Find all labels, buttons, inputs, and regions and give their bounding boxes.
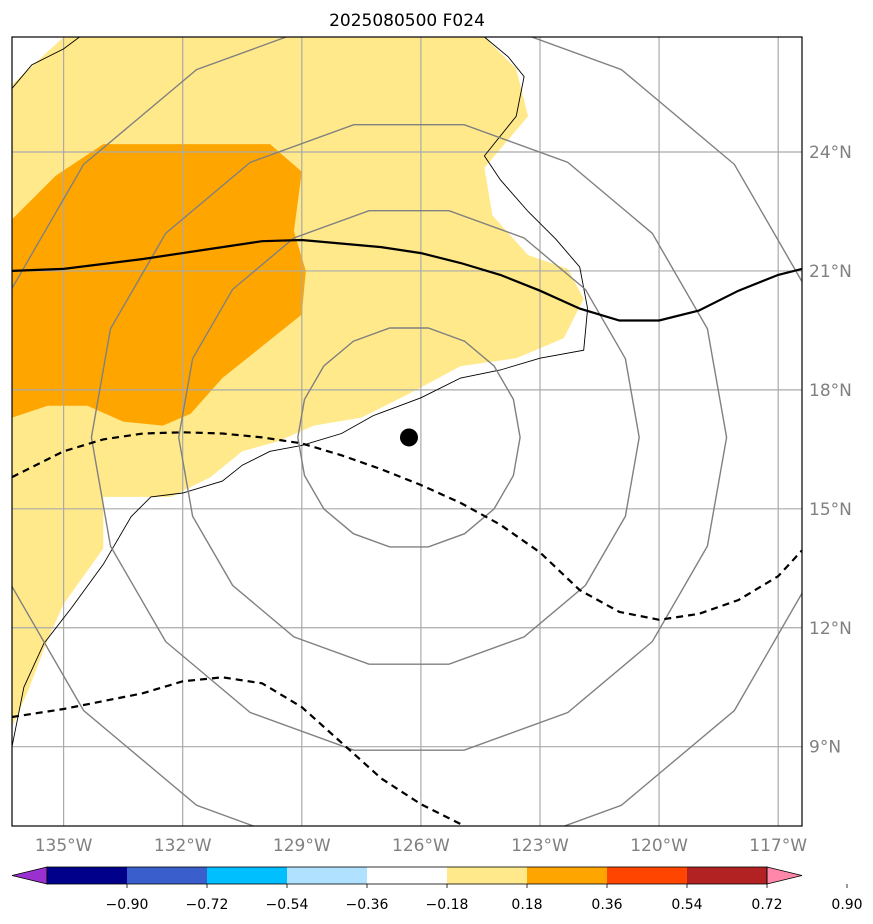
y-tick-label-2: 15°N	[809, 500, 852, 520]
colorbar-segment-7	[607, 867, 687, 884]
coastline-a	[12, 37, 80, 89]
colorbar-segment-8	[687, 867, 767, 884]
x-tick-label-2: 129°W	[273, 836, 331, 856]
y-tick-label-1: 12°N	[809, 619, 852, 639]
colorbar-tick-label-2: −0.54	[266, 897, 309, 913]
contour-dashed-lower	[12, 676, 462, 825]
plot-frame	[11, 36, 803, 827]
storm-center-marker	[399, 428, 418, 447]
colorbar-tick-label-5: 0.18	[511, 897, 542, 913]
chart-title: 2025080500 F024	[329, 11, 485, 31]
colorbar-segment-4	[367, 867, 447, 884]
colorbar-tick-label-3: −0.36	[346, 897, 389, 913]
colorbar-segment-2	[207, 867, 287, 884]
colorbar-segment-5	[447, 867, 527, 884]
colorbar-segment-6	[527, 867, 607, 884]
colorbar-tick-label-1: −0.72	[186, 897, 229, 913]
colorbar-segment-0	[47, 867, 127, 884]
y-tick-label-3: 18°N	[809, 381, 852, 401]
colorbar-extend-low	[11, 866, 48, 885]
range-ring-0	[297, 327, 521, 548]
y-tick-label-0: 9°N	[809, 738, 841, 758]
coastline-b	[12, 37, 589, 747]
x-tick-label-6: 117°W	[749, 836, 807, 856]
x-tick-label-0: 135°W	[35, 836, 93, 856]
colorbar-segment-1	[127, 867, 207, 884]
colorbar-tick-label-4: −0.18	[426, 897, 469, 913]
range-ring-3	[12, 37, 802, 826]
range-ring-1	[177, 209, 640, 665]
colorbar-tick-label-7: 0.54	[671, 897, 702, 913]
contour-solid	[12, 238, 802, 322]
x-tick-label-4: 123°W	[511, 836, 569, 856]
contour-dashed-upper	[12, 431, 802, 621]
x-tick-label-5: 120°W	[630, 836, 688, 856]
colorbar-extend-high	[766, 866, 803, 885]
colorbar-segment-3	[287, 867, 367, 884]
x-tick-label-3: 126°W	[392, 836, 450, 856]
colorbar-frame	[46, 866, 768, 885]
y-tick-label-5: 24°N	[809, 143, 852, 163]
shade-region-054	[12, 144, 306, 426]
y-tick-label-4: 21°N	[809, 262, 852, 282]
range-ring-2	[90, 123, 728, 751]
colorbar-tick-label-9: 0.90	[831, 897, 862, 913]
colorbar-tick-label-6: 0.36	[591, 897, 622, 913]
colorbar-tick-label-8: 0.72	[751, 897, 782, 913]
colorbar-tick-label-0: −0.90	[106, 897, 149, 913]
x-tick-label-1: 132°W	[154, 836, 212, 856]
